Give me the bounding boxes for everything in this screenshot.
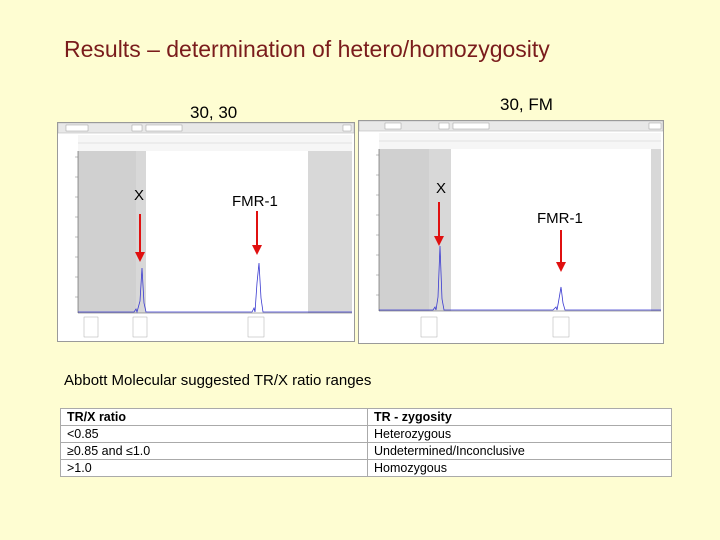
right-fmr1-arrow-icon bbox=[556, 230, 566, 272]
left-fmr1-marker-label: FMR-1 bbox=[232, 193, 278, 210]
left-electropherogram bbox=[58, 123, 354, 338]
left-fmr1-arrow-icon bbox=[252, 211, 262, 255]
right-electropherogram bbox=[359, 121, 663, 338]
table-header-zygosity: TR - zygosity bbox=[367, 408, 672, 426]
table-cell-zygosity: Undetermined/Inconclusive bbox=[367, 442, 672, 460]
table-cell-ratio: <0.85 bbox=[60, 425, 368, 443]
table-cell-ratio: >1.0 bbox=[60, 459, 368, 477]
table-cell-zygosity: Homozygous bbox=[367, 459, 672, 477]
ratio-table: TR/X ratio TR - zygosity <0.85 Heterozyg… bbox=[60, 408, 672, 477]
right-x-arrow-icon bbox=[434, 202, 444, 246]
ratio-table-caption: Abbott Molecular suggested TR/X ratio ra… bbox=[64, 372, 372, 389]
slide-title: Results – determination of hetero/homozy… bbox=[64, 36, 550, 62]
left-x-marker-label: X bbox=[134, 187, 145, 204]
left-x-arrow-icon bbox=[135, 214, 145, 262]
table-cell-zygosity: Heterozygous bbox=[367, 425, 672, 443]
table-header-ratio: TR/X ratio bbox=[60, 408, 368, 426]
right-electropherogram-panel bbox=[358, 120, 664, 344]
table-cell-ratio: ≥0.85 and ≤1.0 bbox=[60, 442, 368, 460]
right-fmr1-marker-label: FMR-1 bbox=[537, 210, 583, 227]
table-row: ≥0.85 and ≤1.0 Undetermined/Inconclusive bbox=[60, 442, 672, 460]
table-row: >1.0 Homozygous bbox=[60, 459, 672, 477]
table-header-row: TR/X ratio TR - zygosity bbox=[60, 408, 672, 426]
right-x-marker-label: X bbox=[436, 180, 447, 197]
left-panel-label: 30, 30 bbox=[190, 103, 238, 122]
table-row: <0.85 Heterozygous bbox=[60, 425, 672, 443]
right-panel-label: 30, FM bbox=[500, 95, 553, 114]
left-electropherogram-panel bbox=[57, 122, 355, 342]
